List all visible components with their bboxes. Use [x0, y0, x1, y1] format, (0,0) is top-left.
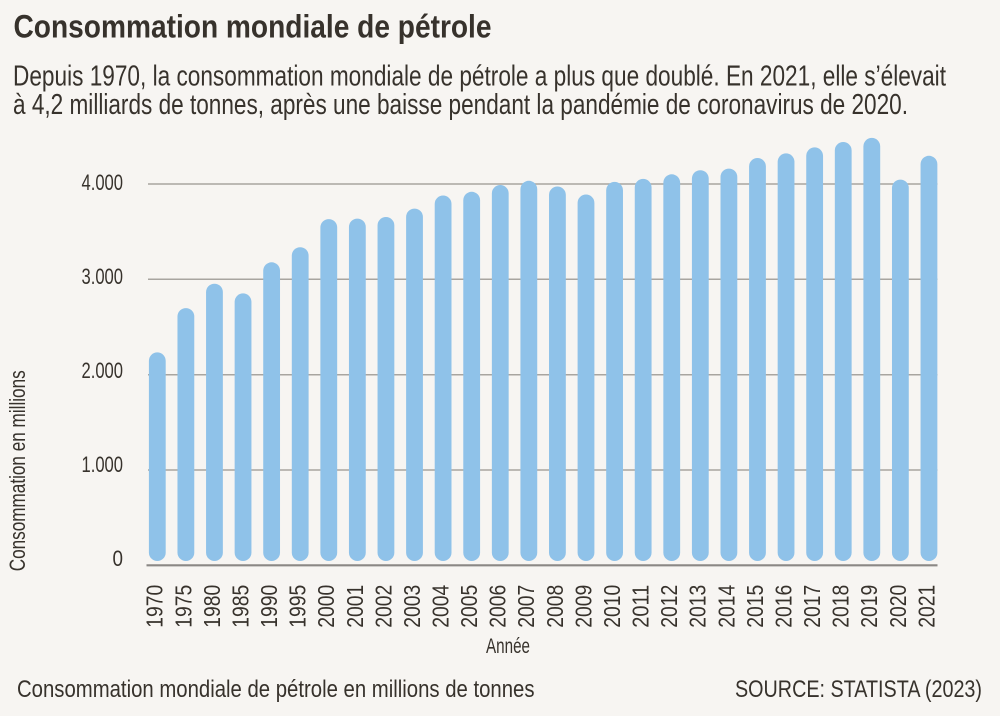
svg-text:1990: 1990	[256, 585, 282, 628]
svg-text:1980: 1980	[199, 585, 225, 628]
svg-text:2008: 2008	[542, 585, 568, 628]
svg-text:2000: 2000	[313, 585, 339, 628]
svg-text:2011: 2011	[628, 585, 654, 628]
svg-text:2021: 2021	[913, 585, 939, 628]
svg-text:2001: 2001	[342, 585, 368, 628]
svg-text:2006: 2006	[485, 585, 511, 628]
svg-text:à 4,2 milliards de tonnes, apr: à 4,2 milliards de tonnes, après une bai…	[13, 89, 908, 121]
svg-text:2014: 2014	[713, 585, 739, 628]
svg-text:0: 0	[113, 546, 124, 571]
svg-text:1985: 1985	[227, 585, 253, 628]
svg-text:4.000: 4.000	[82, 170, 124, 195]
svg-text:SOURCE: STATISTA (2023): SOURCE: STATISTA (2023)	[735, 676, 982, 703]
svg-text:2010: 2010	[599, 585, 625, 628]
svg-text:2005: 2005	[456, 585, 482, 628]
svg-text:1970: 1970	[142, 585, 168, 628]
svg-text:2.000: 2.000	[82, 358, 124, 383]
svg-text:1975: 1975	[170, 585, 196, 628]
svg-text:1.000: 1.000	[82, 452, 124, 477]
svg-text:Depuis 1970, la consommation m: Depuis 1970, la consommation mondiale de…	[13, 60, 946, 92]
svg-text:3.000: 3.000	[82, 264, 124, 289]
svg-text:2007: 2007	[513, 585, 539, 628]
svg-text:Consommation mondiale de pétro: Consommation mondiale de pétrole en mill…	[17, 676, 535, 703]
svg-text:2009: 2009	[570, 585, 596, 628]
svg-text:2002: 2002	[370, 585, 396, 628]
svg-text:2018: 2018	[828, 585, 854, 628]
svg-text:Année: Année	[486, 635, 530, 658]
svg-text:Consommation en millions: Consommation en millions	[5, 370, 30, 571]
svg-text:Consommation mondiale de pétro: Consommation mondiale de pétrole	[14, 9, 492, 45]
svg-text:2016: 2016	[770, 585, 796, 628]
svg-text:2015: 2015	[742, 585, 768, 628]
svg-text:2019: 2019	[856, 585, 882, 628]
svg-text:2020: 2020	[885, 585, 911, 628]
svg-text:2004: 2004	[428, 585, 454, 628]
svg-text:1995: 1995	[285, 585, 311, 628]
svg-text:2013: 2013	[685, 585, 711, 628]
svg-text:2017: 2017	[799, 585, 825, 628]
svg-text:2003: 2003	[399, 585, 425, 628]
svg-text:2012: 2012	[656, 585, 682, 628]
